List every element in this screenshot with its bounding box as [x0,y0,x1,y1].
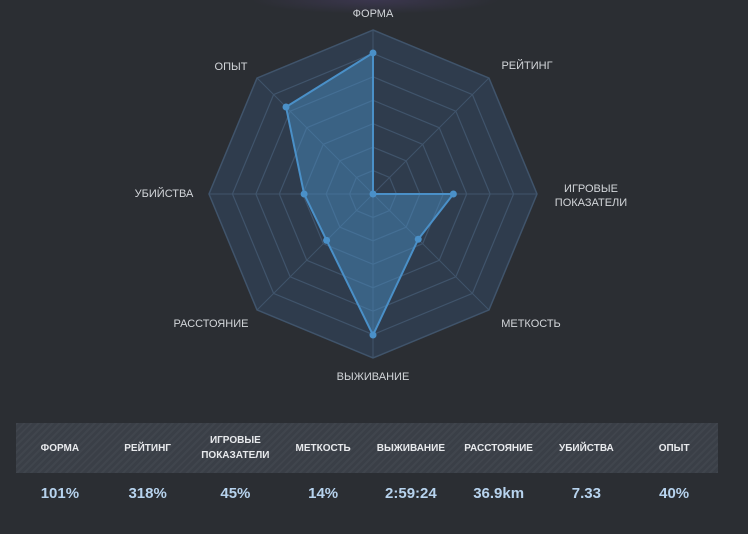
radar-spoke-accuracy [372,193,490,311]
radar-spoke-experience [256,77,374,195]
stat-value-form: 101% [40,484,80,502]
radar-point-rating [369,190,377,198]
stat-value-rating: 318% [128,484,167,502]
radar-point-survival [369,331,377,339]
stat-value-survival: 2:59:24 [385,484,437,502]
stat-header-kills: УБИЙСТВА [558,442,614,454]
radar-axis-label-distance: РАССТОЯНИЕ [174,318,249,330]
radar-chart: ФОРМА РЕЙТИНГ ИГРОВЫЕ ПОКАЗАТЕЛИ МЕТКОСТЬ ВЫЖ… [135,8,628,383]
top-glow [250,0,500,14]
stats-values-row: 101% 318% 45% 14% 2:59:24 36.9km 7.33 40… [16,473,718,513]
stat-header-experience: ОПЫТ [658,442,690,454]
radar-point-accuracy [414,235,422,243]
stat-header-distance: РАССТОЯНИЕ [464,442,533,454]
stat-value-experience: 40% [659,484,690,502]
stat-value-accuracy: 14% [308,484,339,502]
radar-point-kills [300,190,308,198]
stat-header-game-metrics: ИГРОВЫЕ ПОКАЗАТЕЛИ [201,435,270,461]
radar-spoke-distance [256,193,374,311]
stat-value-game-metrics: 45% [220,484,251,502]
radar-axis-label-game-metrics: ИГРОВЫЕ ПОКАЗАТЕЛИ [555,183,627,209]
radar-axis-label-kills: УБИЙСТВА [135,187,194,200]
stats-header-row: ФОРМА РЕЙТИНГ ИГРОВЫЕ ПОКАЗАТЕЛИ МЕТКОСТ… [16,423,718,473]
radar-point-distance [323,236,331,244]
radar-axis-label-experience: ОПЫТ [215,61,248,73]
radar-series [282,49,457,339]
stat-header-survival: ВЫЖИВАНИЕ [376,442,445,454]
stat-header-rating: РЕЙТИНГ [124,442,171,454]
stat-value-distance: 36.9km [473,484,525,502]
radar-axis-label-form: ФОРМА [353,8,394,20]
stat-header-form: ФОРМА [40,442,80,454]
radar-point-form [369,49,377,57]
radar-point-game-metrics [449,190,457,198]
radar-spoke-rating [372,77,490,195]
radar-axis-label-survival: ВЫЖИВАНИЕ [337,371,410,383]
stat-value-kills: 7.33 [571,484,601,502]
radar-axis-labels: ФОРМА РЕЙТИНГ ИГРОВЫЕ ПОКАЗАТЕЛИ МЕТКОСТЬ ВЫЖ… [135,8,628,383]
stat-header-accuracy: МЕТКОСТЬ [295,442,351,454]
radar-axis-label-rating: РЕЙТИНГ [501,59,552,72]
radar-axis-label-accuracy: МЕТКОСТЬ [501,318,561,330]
radar-point-experience [282,103,290,111]
